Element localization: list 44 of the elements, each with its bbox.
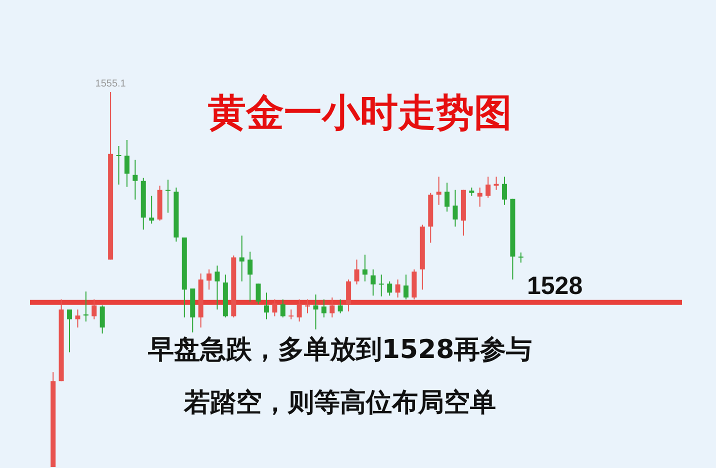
candlestick <box>92 298 97 320</box>
candlestick <box>124 140 130 188</box>
candlestick <box>75 309 80 328</box>
candlestick <box>494 176 499 190</box>
candlestick <box>378 274 384 297</box>
candlestick <box>280 298 286 318</box>
candlestick <box>288 309 294 320</box>
candlestick <box>248 251 253 302</box>
candlestick <box>436 176 442 206</box>
candlestick <box>404 274 408 300</box>
candlestick <box>166 179 170 214</box>
candlestick <box>116 146 122 186</box>
candlestick <box>264 292 269 320</box>
candlestick <box>330 297 335 318</box>
candlestick <box>239 235 244 282</box>
chart-title: 黄金一小时走势图 <box>208 90 512 134</box>
candlestick <box>370 268 376 296</box>
candlestick <box>362 254 368 282</box>
candlestick <box>272 298 278 317</box>
candlestick <box>354 259 360 285</box>
candlestick <box>132 159 138 200</box>
candlestick <box>214 265 220 310</box>
text: 1528 <box>527 272 583 300</box>
annotation: 若踏空，则等高位布局空单 <box>183 388 496 418</box>
candlestick <box>502 176 507 206</box>
candlestick <box>67 309 72 353</box>
candlestick <box>346 279 352 312</box>
candlestick <box>149 195 154 224</box>
annotation: 早盘急跌，多单放到1528再参与 <box>146 335 532 365</box>
candlestick <box>313 294 318 330</box>
candlestick <box>395 279 400 298</box>
text: 1555.1 <box>95 78 126 90</box>
candlestick <box>100 304 105 334</box>
candlestick <box>486 176 491 198</box>
candlestick <box>338 298 343 314</box>
candlestick <box>477 187 482 208</box>
candlestick <box>256 283 261 305</box>
candlestick <box>518 252 524 264</box>
candlestick <box>321 298 326 318</box>
candlestick <box>206 268 212 290</box>
candlestick <box>444 182 450 212</box>
candlestick <box>452 189 458 228</box>
candlestick <box>387 280 392 296</box>
candlestick <box>296 298 302 322</box>
